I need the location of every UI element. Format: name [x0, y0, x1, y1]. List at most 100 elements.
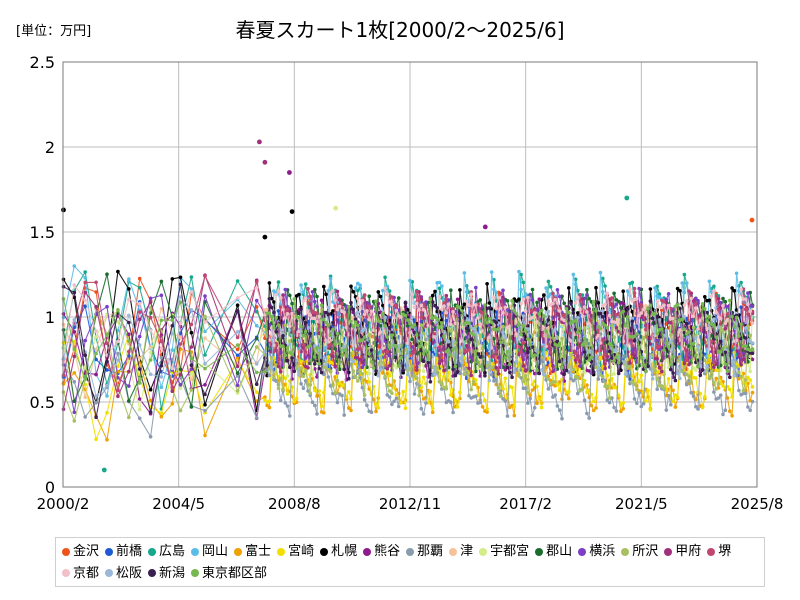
data-point: [83, 270, 87, 274]
data-point: [203, 336, 207, 340]
data-point: [476, 360, 480, 364]
data-point: [580, 314, 585, 319]
data-point: [292, 399, 297, 403]
data-point: [498, 291, 503, 296]
data-point: [421, 352, 426, 356]
data-point: [669, 402, 673, 407]
data-point: [290, 352, 294, 357]
data-point: [489, 373, 494, 377]
data-point: [578, 364, 582, 368]
data-point: [535, 368, 539, 373]
data-point: [557, 309, 562, 313]
data-point: [335, 378, 340, 383]
data-point: [650, 376, 655, 381]
data-point: [483, 373, 487, 378]
data-point: [582, 305, 587, 309]
data-point: [430, 293, 435, 298]
data-point: [178, 321, 183, 326]
data-point: [326, 312, 331, 317]
data-point: [178, 342, 183, 346]
data-point: [498, 340, 503, 344]
highlight-point: [749, 217, 755, 223]
data-point: [392, 399, 396, 404]
data-point: [378, 319, 383, 324]
data-point: [390, 302, 394, 307]
data-point: [127, 415, 131, 420]
data-point: [603, 323, 607, 328]
data-point: [315, 294, 319, 299]
data-point: [628, 364, 632, 369]
data-point: [716, 307, 721, 312]
data-point: [306, 325, 310, 330]
data-point: [614, 348, 619, 352]
data-point: [492, 295, 496, 300]
data-point: [313, 316, 317, 321]
data-point: [272, 310, 276, 315]
data-point: [94, 347, 98, 352]
data-point: [508, 370, 512, 375]
data-point: [105, 383, 109, 388]
data-point: [272, 375, 276, 380]
data-point: [446, 339, 451, 344]
data-point: [684, 299, 689, 303]
highlight-point: [262, 159, 268, 165]
data-point: [319, 298, 324, 303]
data-point: [743, 307, 748, 311]
data-point: [254, 370, 259, 375]
data-point: [621, 301, 625, 306]
data-point: [607, 349, 612, 354]
data-point: [555, 404, 560, 408]
data-point: [743, 326, 748, 330]
data-point: [748, 309, 752, 314]
data-point: [342, 344, 347, 349]
data-point: [601, 289, 605, 294]
data-point: [267, 281, 272, 285]
data-point: [451, 339, 455, 344]
data-point: [349, 300, 353, 305]
data-point: [349, 319, 353, 324]
data-point: [694, 404, 698, 409]
legend-swatch: [62, 569, 70, 577]
legend-label: 東京都区部: [202, 565, 268, 581]
legend-swatch: [105, 569, 114, 577]
data-point: [297, 373, 301, 377]
data-point: [644, 312, 648, 317]
data-point: [603, 366, 607, 371]
data-point: [328, 291, 333, 295]
data-point: [335, 331, 340, 336]
data-point: [317, 389, 322, 393]
data-point: [487, 316, 492, 321]
data-point: [682, 272, 687, 277]
data-point: [127, 369, 131, 374]
data-point: [474, 394, 478, 399]
data-point: [739, 305, 743, 310]
data-point: [728, 409, 732, 414]
data-point: [303, 368, 308, 373]
data-point: [650, 316, 655, 321]
data-point: [159, 279, 164, 284]
data-point: [267, 311, 272, 315]
data-point: [351, 359, 356, 364]
data-point: [526, 295, 530, 300]
data-point: [589, 313, 594, 318]
data-point: [433, 303, 437, 308]
data-point: [285, 307, 290, 312]
data-point: [716, 382, 721, 386]
data-point: [521, 280, 526, 285]
data-point: [94, 280, 98, 285]
data-point: [682, 364, 687, 369]
data-point: [390, 391, 394, 396]
data-point: [148, 296, 153, 301]
data-point: [694, 306, 698, 310]
data-point: [628, 287, 632, 292]
data-point: [189, 363, 194, 368]
data-point: [127, 332, 131, 337]
data-point: [440, 318, 444, 322]
data-point: [480, 405, 485, 409]
series-京都: [61, 283, 755, 371]
data-point: [170, 348, 175, 352]
data-point: [356, 310, 360, 315]
data-point: [709, 339, 714, 344]
data-point: [542, 293, 546, 297]
data-point: [385, 292, 390, 297]
